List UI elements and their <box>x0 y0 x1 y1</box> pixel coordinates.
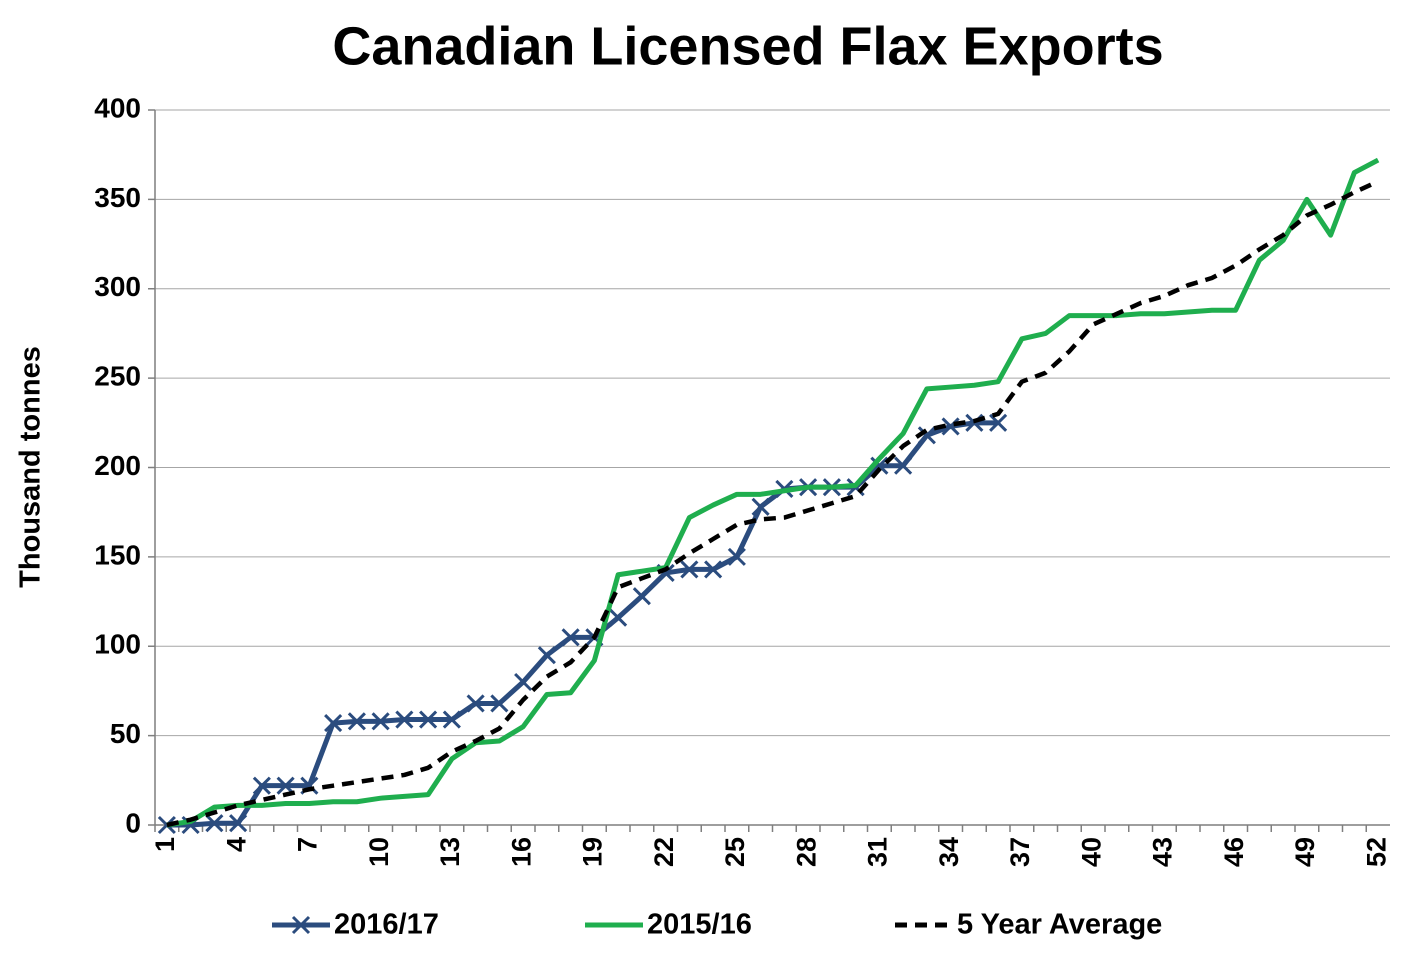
y-tick-label: 100 <box>94 629 141 660</box>
x-tick-label: 37 <box>1005 837 1035 867</box>
marker <box>917 426 936 445</box>
x-tick-label: 22 <box>649 837 679 867</box>
marker <box>324 714 343 733</box>
x-tick-label: 49 <box>1290 837 1320 867</box>
series-line <box>166 157 1380 828</box>
legend-label: 5 Year Average <box>957 909 1162 941</box>
marker <box>870 456 889 475</box>
marker <box>229 814 248 833</box>
y-tick-label: 0 <box>125 807 141 838</box>
x-tick-label: 34 <box>934 837 964 867</box>
marker <box>537 646 556 665</box>
marker <box>941 417 960 436</box>
marker <box>680 560 699 579</box>
y-tick-label: 400 <box>94 92 141 123</box>
y-tick-label: 250 <box>94 361 141 392</box>
x-tick-label: 4 <box>221 837 251 852</box>
x-tick-label: 31 <box>863 837 893 867</box>
series-line <box>166 179 1380 828</box>
marker <box>276 776 295 795</box>
marker <box>894 456 913 475</box>
marker <box>632 587 651 606</box>
x-tick-label: 28 <box>791 837 821 867</box>
x-tick-label: 16 <box>506 837 536 867</box>
x-tick-label: 43 <box>1148 837 1178 867</box>
x-tick-label: 7 <box>293 837 323 852</box>
x-tick-label: 1 <box>150 837 180 852</box>
chart-title: Canadian Licensed Flax Exports <box>332 16 1163 76</box>
x-tick-label: 40 <box>1076 837 1106 867</box>
y-tick-label: 150 <box>94 539 141 570</box>
x-tick-label: 46 <box>1219 837 1249 867</box>
marker <box>490 694 509 713</box>
marker <box>347 712 366 731</box>
marker <box>371 712 390 731</box>
y-tick-label: 350 <box>94 182 141 213</box>
marker <box>704 560 723 579</box>
marker <box>514 672 533 692</box>
marker <box>989 413 1008 432</box>
x-tick-label: 25 <box>720 837 750 867</box>
x-tick-label: 13 <box>435 837 465 867</box>
marker <box>442 710 461 729</box>
marker <box>252 776 271 795</box>
marker <box>395 710 414 729</box>
marker <box>609 608 628 627</box>
marker <box>727 547 746 566</box>
marker <box>419 710 438 729</box>
x-tick-label: 10 <box>364 837 394 867</box>
marker <box>561 628 580 647</box>
legend-label: 2015/16 <box>647 909 752 941</box>
marker <box>466 694 485 713</box>
series-line <box>166 420 999 828</box>
y-tick-label: 300 <box>94 271 141 302</box>
legend-label: 2016/17 <box>334 909 439 941</box>
y-tick-label: 50 <box>110 718 141 749</box>
y-tick-label: 200 <box>94 450 141 481</box>
x-tick-label: 52 <box>1361 837 1391 867</box>
x-tick-label: 19 <box>578 837 608 867</box>
y-axis-label: Thousand tonnes <box>15 346 47 588</box>
marker <box>291 915 311 935</box>
marker <box>205 814 224 833</box>
marker <box>751 497 770 516</box>
